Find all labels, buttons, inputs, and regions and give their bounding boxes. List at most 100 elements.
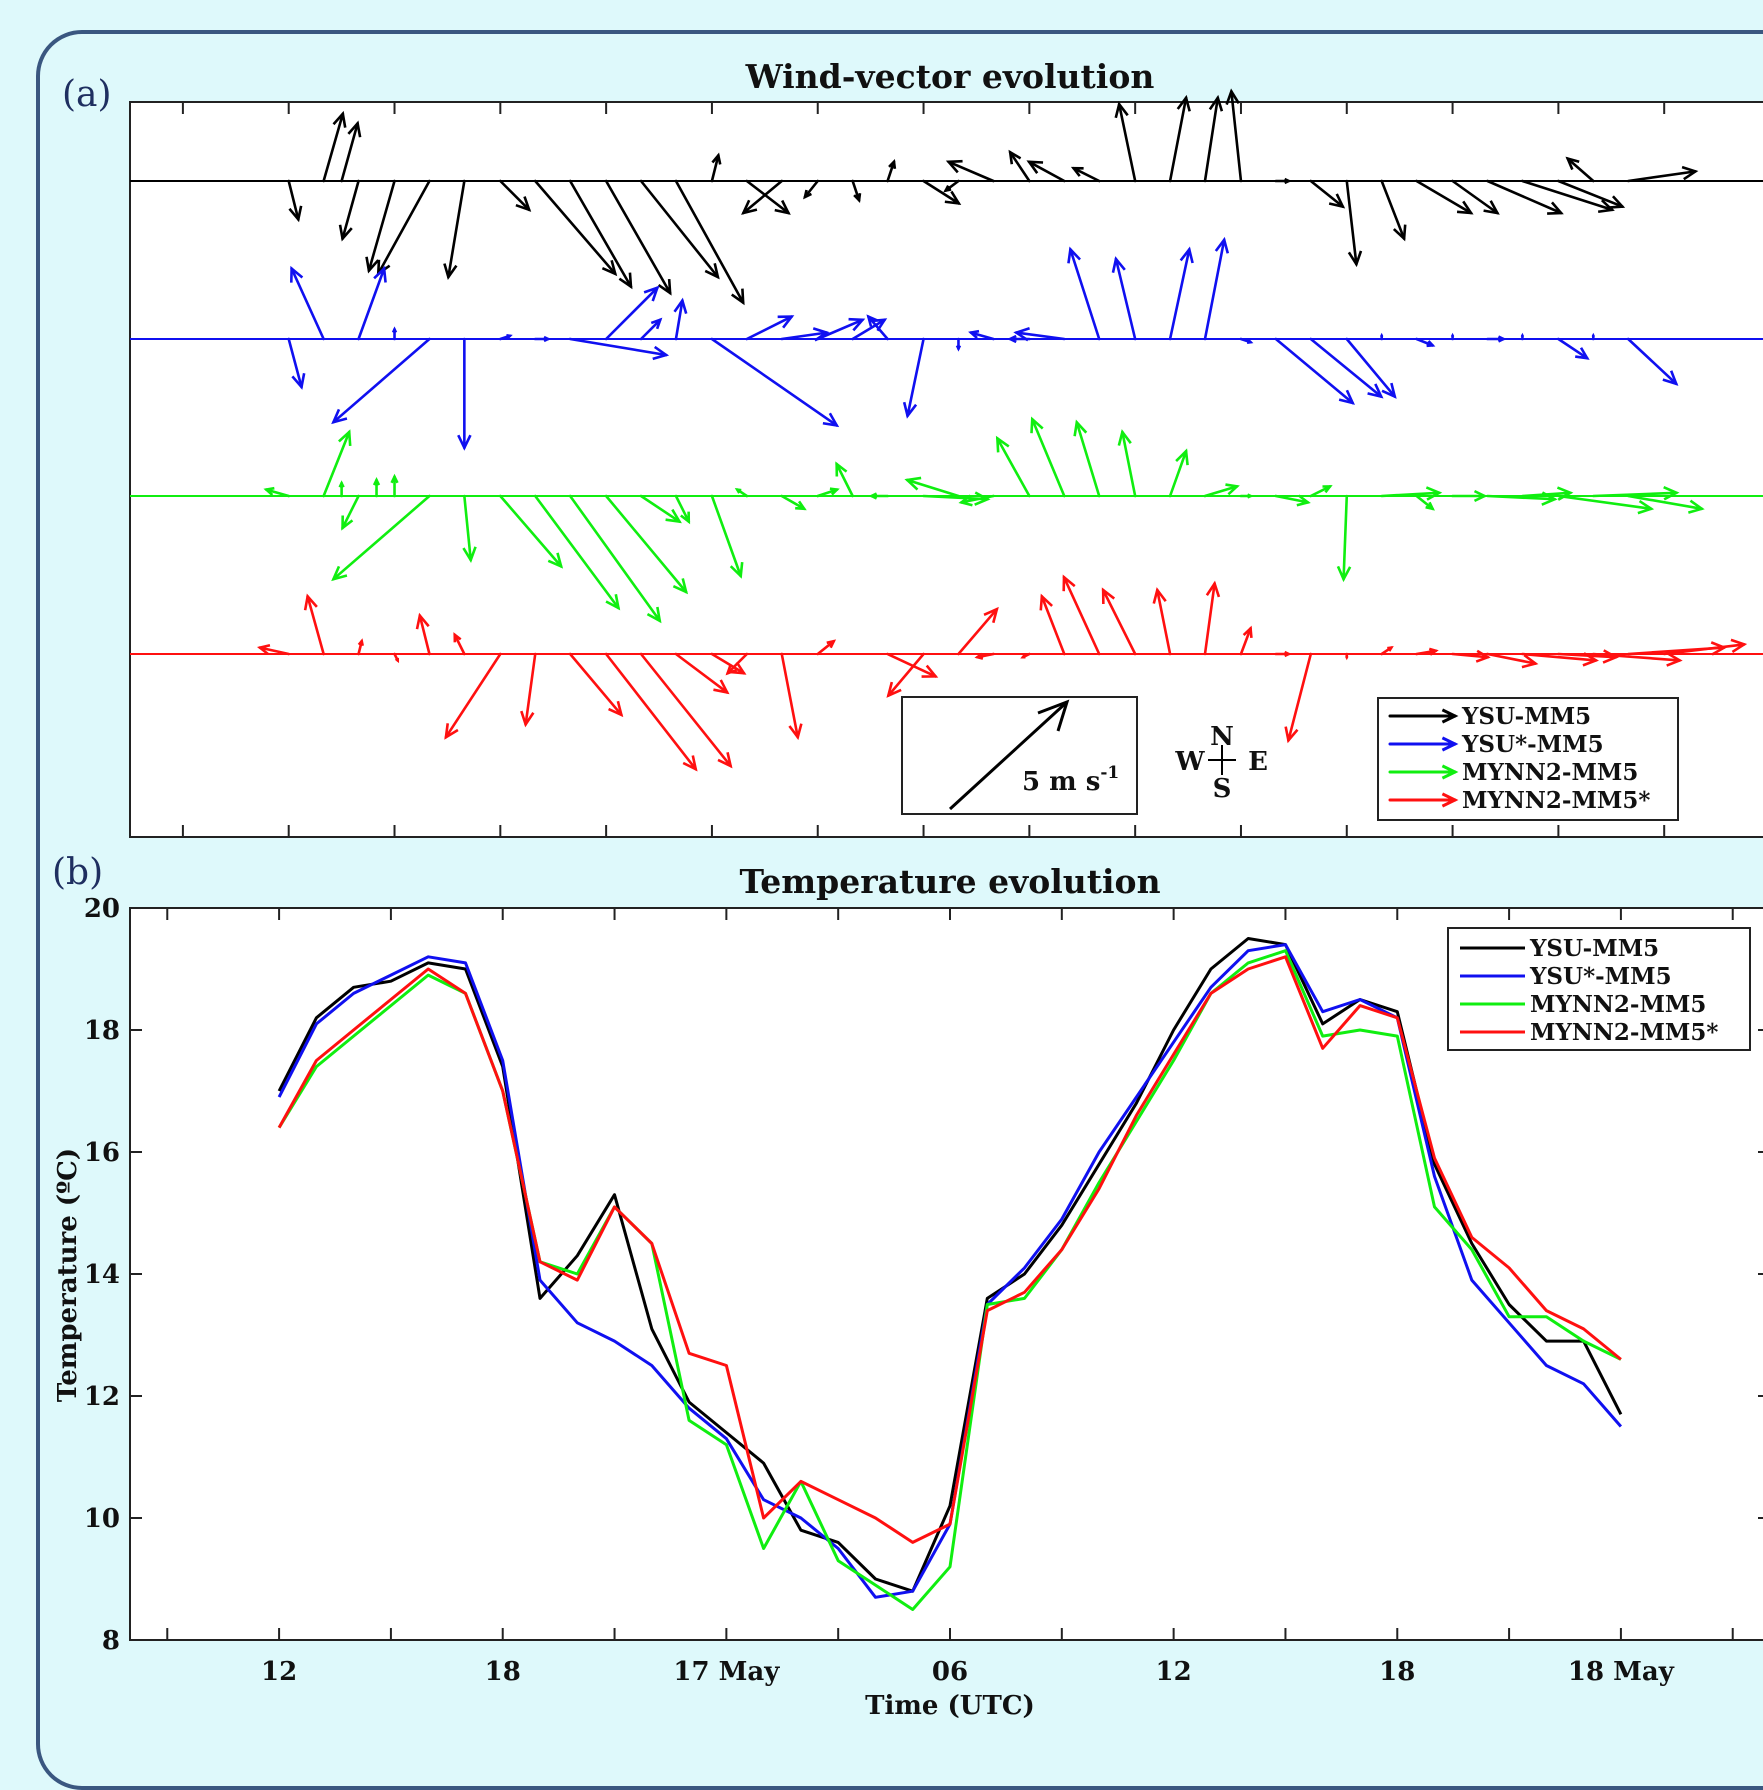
- wind-arrow: [1415, 179, 1474, 215]
- wind-arrow: [1451, 489, 1488, 503]
- wind-arrow: [289, 265, 325, 341]
- legend-label: YSU-MM5: [1529, 935, 1659, 962]
- wind-arrow: [444, 652, 502, 740]
- wind-arrow: [1020, 652, 1031, 659]
- wind-arrow: [639, 317, 663, 341]
- wind-arrow: [568, 179, 633, 290]
- wind-arrow: [1111, 256, 1137, 341]
- wind-arrow: [568, 652, 624, 718]
- wind-arrow: [1239, 625, 1253, 656]
- wind-arrow: [1626, 494, 1705, 514]
- wind-arrow: [338, 179, 360, 242]
- wind-arrow: [604, 179, 672, 296]
- wind-arrow: [922, 179, 962, 206]
- wind-arrow: [745, 315, 795, 341]
- wind-x-ticks: [181, 102, 1666, 837]
- wind-arrow: [1486, 335, 1507, 343]
- legend-label: MYNN2-MM5: [1530, 991, 1706, 1018]
- wind-arrow: [1451, 649, 1491, 663]
- y-axis-label: Temperature (ºC): [53, 1148, 83, 1402]
- wind-arrow: [1592, 652, 1683, 667]
- y-tick-label: 14: [84, 1260, 120, 1290]
- wind-arrow: [816, 487, 840, 498]
- wind-arrows: [256, 88, 1748, 772]
- wind-arrow: [1026, 160, 1066, 183]
- wind-arrow: [674, 179, 745, 306]
- wind-arrow: [1415, 337, 1436, 348]
- wind-arrow: [499, 334, 513, 341]
- wind-arrow: [816, 317, 866, 341]
- wind-arrow: [1067, 246, 1101, 341]
- wind-arrow: [365, 179, 396, 274]
- wind-arrow: [357, 638, 364, 656]
- wind-arrow: [674, 652, 730, 695]
- wind-arrow: [372, 477, 381, 498]
- wind-arrow: [604, 285, 660, 341]
- x-tick-label: 18 May: [1568, 1657, 1675, 1687]
- wind-arrow: [816, 639, 837, 656]
- wind-arrow: [904, 476, 960, 498]
- wind-arrow: [745, 179, 791, 215]
- wind-arrow: [322, 110, 347, 183]
- legend-arrow: [1388, 708, 1459, 724]
- wind-arrow: [1008, 149, 1031, 183]
- wind-arrow: [462, 494, 477, 563]
- wind-arrow: [1168, 448, 1189, 498]
- wind-arrow: [1557, 649, 1619, 664]
- y-tick-label: 20: [84, 894, 120, 924]
- wind-arrow: [1101, 587, 1137, 656]
- wind-arrow: [710, 494, 744, 579]
- wind-arrow: [734, 487, 749, 498]
- legend-label: MYNN2-MM5*: [1462, 787, 1650, 814]
- wind-arrow: [1520, 332, 1525, 341]
- legend-label: MYNN2-MM5: [1462, 759, 1638, 786]
- x-tick-label: 18: [1379, 1657, 1415, 1687]
- wind-arrow: [1557, 337, 1590, 360]
- wind-arrow: [415, 612, 431, 656]
- wind-arrow: [1274, 494, 1311, 507]
- wind-arrow: [1309, 337, 1384, 399]
- x-tick-label: 17 May: [673, 1657, 780, 1687]
- wind-arrow: [1592, 486, 1680, 501]
- wind-arrow: [902, 337, 925, 419]
- compass-s: S: [1213, 774, 1232, 804]
- x-tick-label: 12: [261, 1657, 297, 1687]
- wind-arrow: [943, 179, 960, 193]
- wind-arrow: [1013, 326, 1066, 342]
- compass-w: W: [1174, 747, 1205, 777]
- y-tick-label: 10: [84, 1504, 120, 1534]
- wind-arrow: [1274, 337, 1355, 405]
- wind-arrow: [443, 179, 466, 280]
- wind-arrow: [1626, 337, 1679, 386]
- wind-arrow: [1380, 486, 1443, 501]
- wind-arrow: [457, 337, 472, 451]
- compass-n: N: [1210, 722, 1234, 752]
- wind-arrow: [957, 606, 999, 656]
- wind-arrow: [995, 435, 1031, 498]
- wind-arrow: [1073, 419, 1101, 498]
- wind-arrow: [322, 429, 352, 498]
- legend-label: YSU-MM5: [1461, 703, 1591, 730]
- legend-label: YSU*-MM5: [1529, 963, 1672, 990]
- wind-arrow: [639, 179, 720, 280]
- x-tick-label: 18: [485, 1657, 521, 1687]
- wind-arrow: [1239, 493, 1254, 499]
- wind-arrow: [393, 652, 400, 664]
- wind-arrow: [357, 265, 387, 341]
- wind-arrow: [968, 329, 995, 341]
- wind-arrow: [1030, 416, 1066, 498]
- wind-arrow: [263, 486, 291, 498]
- wind-arrow: [1309, 485, 1333, 498]
- wind-arrow: [710, 652, 747, 675]
- legend-label: YSU*-MM5: [1461, 731, 1604, 758]
- wind-arrow: [520, 652, 537, 728]
- wind-arrow: [1039, 593, 1066, 656]
- temp-series-line: [277, 955, 1622, 1544]
- panel-label-b: (b): [52, 852, 103, 893]
- wind-arrow: [1274, 650, 1292, 658]
- wind-arrow: [1203, 580, 1221, 656]
- wind-arrow: [1415, 494, 1435, 511]
- y-tick-label: 12: [84, 1382, 120, 1412]
- wind-arrow: [533, 494, 621, 611]
